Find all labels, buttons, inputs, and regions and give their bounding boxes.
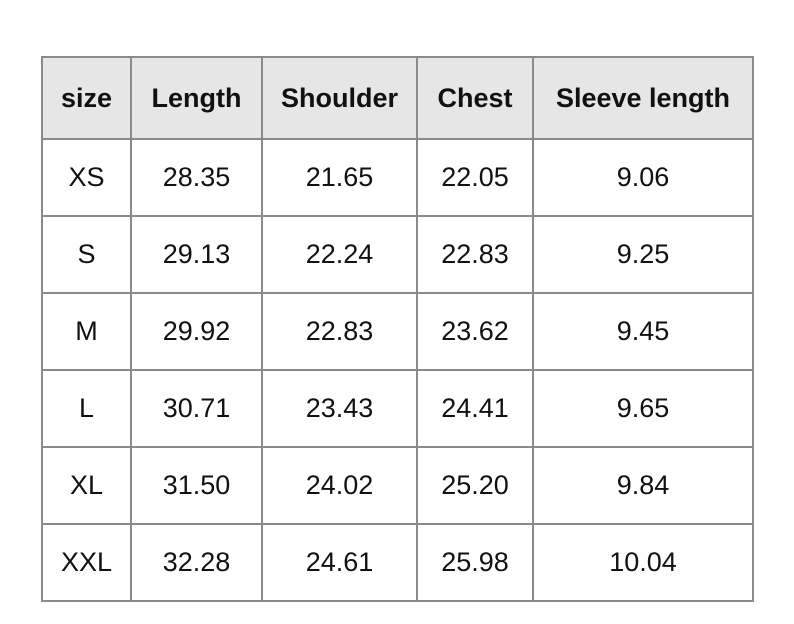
cell-sleeve-length: 9.06 [532,138,754,217]
cell-chest: 25.20 [416,446,534,525]
header-chest: Chest [416,56,534,140]
cell-length: 28.35 [130,138,263,217]
cell-shoulder: 24.02 [261,446,418,525]
cell-shoulder: 22.83 [261,292,418,371]
cell-length: 29.92 [130,292,263,371]
table-row: XS 28.35 21.65 22.05 9.06 [41,138,754,217]
cell-chest: 23.62 [416,292,534,371]
cell-size: XS [41,138,132,217]
cell-size: S [41,215,132,294]
header-size: size [41,56,132,140]
table-row: M 29.92 22.83 23.62 9.45 [41,292,754,371]
header-length: Length [130,56,263,140]
cell-size: XXL [41,523,132,602]
header-row: size Length Shoulder Chest Sleeve length [41,56,754,140]
table-row: XL 31.50 24.02 25.20 9.84 [41,446,754,525]
size-chart-table: size Length Shoulder Chest Sleeve length… [41,56,754,602]
cell-chest: 22.05 [416,138,534,217]
cell-chest: 24.41 [416,369,534,448]
cell-shoulder: 23.43 [261,369,418,448]
cell-sleeve-length: 10.04 [532,523,754,602]
cell-length: 32.28 [130,523,263,602]
table-row: XXL 32.28 24.61 25.98 10.04 [41,523,754,602]
header-sleeve-length: Sleeve length [532,56,754,140]
cell-sleeve-length: 9.84 [532,446,754,525]
cell-size: L [41,369,132,448]
cell-size: XL [41,446,132,525]
cell-length: 31.50 [130,446,263,525]
cell-length: 30.71 [130,369,263,448]
cell-chest: 25.98 [416,523,534,602]
cell-sleeve-length: 9.25 [532,215,754,294]
cell-shoulder: 21.65 [261,138,418,217]
cell-size: M [41,292,132,371]
cell-length: 29.13 [130,215,263,294]
cell-chest: 22.83 [416,215,534,294]
table-row: S 29.13 22.24 22.83 9.25 [41,215,754,294]
cell-sleeve-length: 9.65 [532,369,754,448]
header-shoulder: Shoulder [261,56,418,140]
cell-shoulder: 22.24 [261,215,418,294]
cell-sleeve-length: 9.45 [532,292,754,371]
cell-shoulder: 24.61 [261,523,418,602]
table-row: L 30.71 23.43 24.41 9.65 [41,369,754,448]
